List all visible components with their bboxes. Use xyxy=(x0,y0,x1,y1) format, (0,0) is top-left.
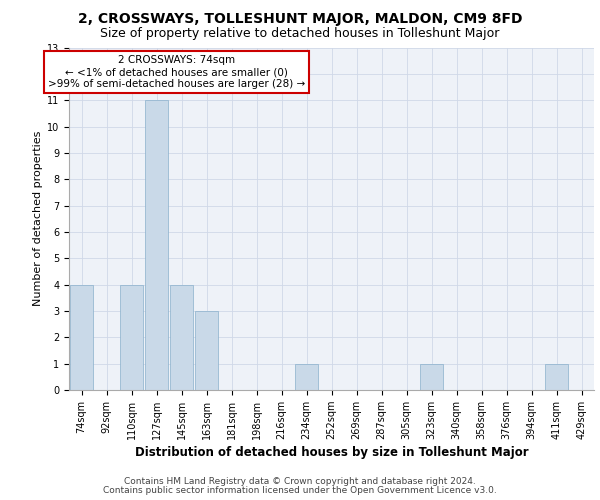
Bar xyxy=(145,100,168,390)
Text: Contains public sector information licensed under the Open Government Licence v3: Contains public sector information licen… xyxy=(103,486,497,495)
Text: Contains HM Land Registry data © Crown copyright and database right 2024.: Contains HM Land Registry data © Crown c… xyxy=(124,477,476,486)
X-axis label: Distribution of detached houses by size in Tolleshunt Major: Distribution of detached houses by size … xyxy=(134,446,529,459)
Text: Size of property relative to detached houses in Tolleshunt Major: Size of property relative to detached ho… xyxy=(100,28,500,40)
Bar xyxy=(70,284,93,390)
Text: 2, CROSSWAYS, TOLLESHUNT MAJOR, MALDON, CM9 8FD: 2, CROSSWAYS, TOLLESHUNT MAJOR, MALDON, … xyxy=(78,12,522,26)
Bar xyxy=(420,364,443,390)
Y-axis label: Number of detached properties: Number of detached properties xyxy=(33,131,43,306)
Bar xyxy=(545,364,568,390)
Bar xyxy=(170,284,193,390)
Bar xyxy=(295,364,318,390)
Text: 2 CROSSWAYS: 74sqm
← <1% of detached houses are smaller (0)
>99% of semi-detache: 2 CROSSWAYS: 74sqm ← <1% of detached hou… xyxy=(48,56,305,88)
Bar xyxy=(195,311,218,390)
Bar xyxy=(120,284,143,390)
